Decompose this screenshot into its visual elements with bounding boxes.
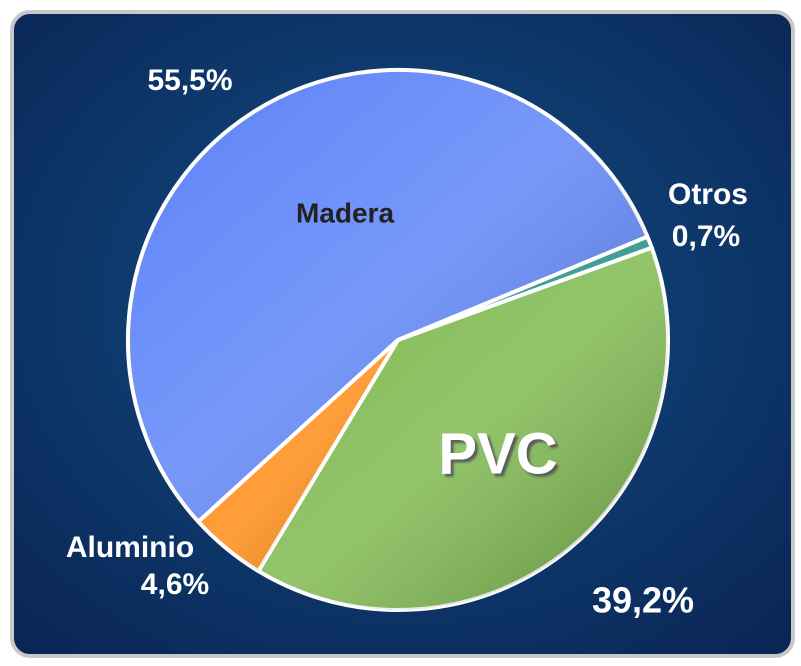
labels: Madera 55,5% Otros 0,7% PVC 39,2% Aluminio 4,6% (66, 64, 748, 621)
slice-shade (398, 236, 652, 340)
value-label: 0,7% (672, 220, 740, 253)
value-label: 39,2% (592, 580, 694, 621)
value-label: 55,5% (147, 64, 232, 97)
pie (126, 68, 670, 612)
category-label: Otros (668, 178, 748, 211)
value-label: 4,6% (141, 568, 209, 601)
category-label: Madera (296, 197, 394, 228)
slice-shade (127, 69, 648, 522)
slice-shade (258, 247, 668, 610)
slice-shade (198, 340, 398, 572)
category-label: PVC (438, 421, 557, 486)
category-label: Aluminio (66, 531, 194, 564)
